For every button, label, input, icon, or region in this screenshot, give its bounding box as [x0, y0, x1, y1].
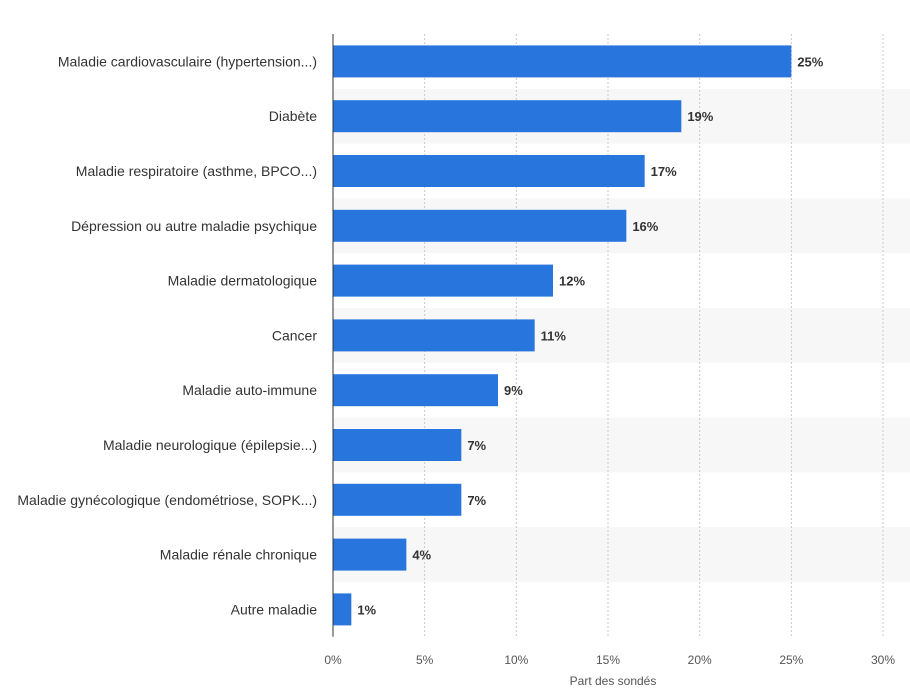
value-label: 19%	[687, 109, 713, 124]
value-label: 1%	[357, 602, 376, 617]
bar	[333, 319, 535, 352]
value-labels: 25% 19% 17% 16% 12% 11% 9% 7% 7% 4% 1%	[357, 54, 823, 617]
x-axis-title: Part des sondés	[570, 674, 657, 687]
value-label: 17%	[651, 164, 677, 179]
row-band	[333, 527, 910, 582]
value-label: 11%	[541, 328, 567, 343]
category-label: Maladie gynécologique (endométriose, SOP…	[17, 492, 317, 508]
bar	[333, 429, 462, 461]
value-label: 4%	[412, 548, 431, 563]
x-tick-labels: 0% 5% 10% 15% 20% 25% 30%	[324, 653, 895, 667]
category-label: Autre maladie	[231, 601, 318, 617]
bar	[333, 45, 792, 78]
category-label: Maladie neurologique (épilepsie...)	[103, 437, 317, 453]
category-label: Maladie auto-immune	[182, 382, 317, 398]
x-tick-label: 25%	[779, 653, 803, 667]
category-label: Diabète	[269, 108, 317, 124]
value-label: 25%	[797, 54, 823, 69]
bar	[333, 374, 498, 407]
category-label: Cancer	[272, 327, 317, 343]
category-label: Maladie respiratoire (asthme, BPCO...)	[76, 163, 317, 179]
value-label: 16%	[632, 219, 658, 234]
bar	[333, 593, 352, 626]
x-tick-label: 5%	[416, 653, 434, 667]
category-label: Maladie rénale chronique	[160, 547, 317, 563]
x-tick-label: 15%	[596, 653, 620, 667]
bar	[333, 538, 407, 571]
value-label: 7%	[467, 493, 486, 508]
bar	[333, 155, 645, 187]
category-label: Dépression ou autre maladie psychique	[71, 218, 317, 234]
category-label: Maladie dermatologique	[168, 273, 318, 289]
bars	[333, 45, 792, 626]
x-tick-label: 0%	[324, 653, 342, 667]
bar	[333, 209, 627, 242]
x-tick-label: 10%	[504, 653, 528, 667]
value-label: 12%	[559, 274, 585, 289]
bar	[333, 264, 553, 297]
category-labels: Maladie cardiovasculaire (hypertension..…	[17, 53, 317, 617]
x-tick-label: 30%	[871, 653, 895, 667]
value-label: 7%	[467, 438, 486, 453]
value-label: 9%	[504, 383, 523, 398]
bar	[333, 100, 682, 133]
bar	[333, 483, 462, 516]
category-label: Maladie cardiovasculaire (hypertension..…	[58, 53, 317, 69]
x-tick-label: 20%	[688, 653, 712, 667]
